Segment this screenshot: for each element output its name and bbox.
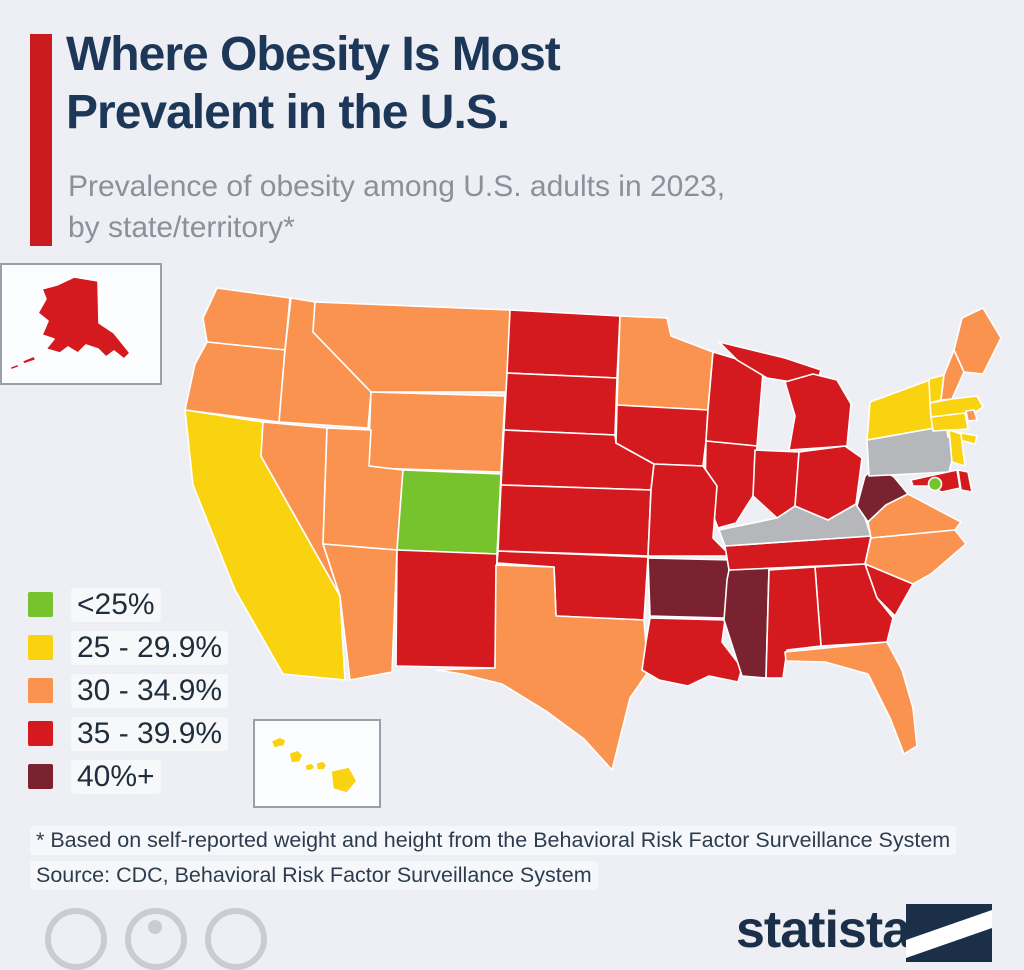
legend: <25% 25 - 29.9% 30 - 34.9% 35 - 39.9% 40… xyxy=(28,587,229,805)
legend-item-35-39: 35 - 39.9% xyxy=(28,716,229,751)
state-ohio xyxy=(794,445,863,521)
state-oregon xyxy=(184,341,286,423)
state-connecticut xyxy=(930,412,969,432)
statista-logo-icon xyxy=(906,904,992,962)
legend-swatch-30-34 xyxy=(28,678,53,703)
state-district-of-columbia-dot xyxy=(927,476,943,492)
alaska-map xyxy=(9,276,131,371)
legend-label-25-29: 25 - 29.9% xyxy=(71,630,229,665)
state-arkansas xyxy=(647,557,732,619)
state-alabama xyxy=(765,566,822,679)
state-alaska xyxy=(9,276,131,371)
state-florida xyxy=(784,641,918,755)
state-new-hampshire xyxy=(940,349,965,401)
page-title-line1: Where Obesity Is Most xyxy=(66,28,561,81)
page-title: Where Obesity Is Most Prevalent in the U… xyxy=(66,26,826,142)
legend-item-under-25: <25% xyxy=(28,587,228,622)
state-rhode-island xyxy=(965,409,978,422)
us-choropleth-map xyxy=(184,287,1002,771)
state-new-mexico xyxy=(395,549,498,669)
cc-attribution-icon xyxy=(125,908,187,970)
legend-swatch-25-29 xyxy=(28,635,53,660)
state-kansas xyxy=(497,484,652,557)
page-subtitle-line1: Prevalence of obesity among U.S. adults … xyxy=(68,170,726,203)
cc-person-glyph xyxy=(148,920,162,934)
legend-swatch-under-25 xyxy=(28,592,53,617)
legend-swatch-35-39 xyxy=(28,721,53,746)
state-hawaii xyxy=(270,736,358,794)
cc-share-icon xyxy=(205,908,267,970)
state-colorado xyxy=(396,469,502,555)
page-subtitle: Prevalence of obesity among U.S. adults … xyxy=(68,166,888,248)
footnote: * Based on self-reported weight and heig… xyxy=(30,826,957,855)
state-arizona xyxy=(322,543,398,681)
title-accent-bar xyxy=(30,34,52,246)
source-line: Source: CDC, Behavioral Risk Factor Surv… xyxy=(30,861,598,890)
hawaii-map xyxy=(270,736,358,794)
state-wyoming xyxy=(367,391,506,473)
legend-label-35-39: 35 - 39.9% xyxy=(71,716,229,751)
state-indiana xyxy=(752,449,800,519)
legend-label-40-plus: 40%+ xyxy=(71,759,161,794)
legend-item-30-34: 30 - 34.9% xyxy=(28,673,229,708)
page-subtitle-line2: by state/territory* xyxy=(68,211,295,244)
legend-label-30-34: 30 - 34.9% xyxy=(71,673,229,708)
state-montana xyxy=(312,301,511,393)
state-washington xyxy=(202,287,291,351)
state-minnesota xyxy=(616,315,714,411)
cc-license-icon xyxy=(45,908,107,970)
alaska-inset-box xyxy=(0,263,162,385)
state-north-dakota xyxy=(506,309,621,379)
page-title-line2: Prevalent in the U.S. xyxy=(66,86,510,139)
state-texas xyxy=(435,564,649,771)
hawaii-inset-box xyxy=(253,719,381,808)
state-south-dakota xyxy=(503,372,618,436)
state-louisiana xyxy=(641,617,743,687)
legend-item-25-29: 25 - 29.9% xyxy=(28,630,229,665)
state-new-jersey xyxy=(948,429,966,467)
state-michigan xyxy=(718,341,852,451)
legend-label-under-25: <25% xyxy=(71,587,161,622)
legend-item-40-plus: 40%+ xyxy=(28,759,228,794)
statista-wordmark: statista xyxy=(736,901,911,959)
state-maine xyxy=(953,307,1002,375)
legend-swatch-40-plus xyxy=(28,764,53,789)
state-missouri xyxy=(647,463,732,557)
